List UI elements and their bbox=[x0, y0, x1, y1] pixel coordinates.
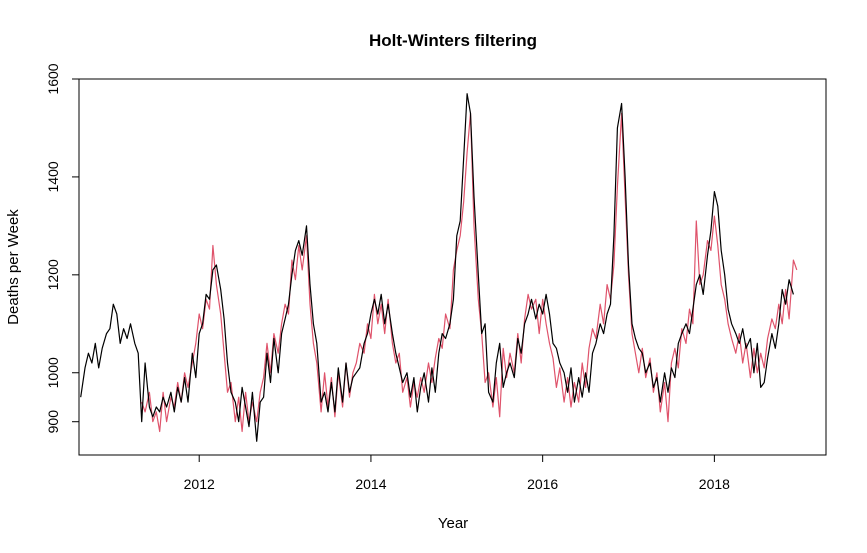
y-tick-label: 1200 bbox=[45, 259, 61, 290]
x-tick-label: 2014 bbox=[355, 476, 386, 492]
chart-title: Holt-Winters filtering bbox=[369, 31, 537, 50]
x-axis: 2012 2014 2016 2018 bbox=[184, 454, 730, 492]
y-tick-label: 900 bbox=[45, 410, 61, 434]
series-line-2 bbox=[141, 112, 798, 433]
x-tick-label: 2018 bbox=[699, 476, 730, 492]
y-tick-label: 1600 bbox=[45, 63, 61, 94]
x-axis-label: Year bbox=[438, 515, 468, 532]
y-tick-label: 1400 bbox=[45, 161, 61, 192]
x-tick-label: 2016 bbox=[527, 476, 558, 492]
plot-frame bbox=[78, 78, 827, 456]
series-line-1 bbox=[80, 93, 794, 442]
y-axis: 900 1000 1200 1400 1600 bbox=[45, 63, 80, 434]
y-axis-label: Deaths per Week bbox=[5, 209, 22, 325]
x-tick-label: 2012 bbox=[184, 476, 215, 492]
series-layer bbox=[80, 93, 798, 442]
y-tick-label: 1000 bbox=[45, 357, 61, 388]
